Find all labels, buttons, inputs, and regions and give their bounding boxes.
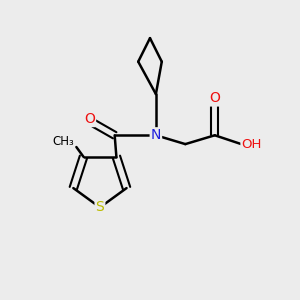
Text: N: N [151,128,161,142]
Text: OH: OH [242,138,262,151]
Text: O: O [84,112,95,126]
Text: CH₃: CH₃ [52,135,74,148]
Text: O: O [209,92,220,106]
Text: S: S [96,200,104,214]
